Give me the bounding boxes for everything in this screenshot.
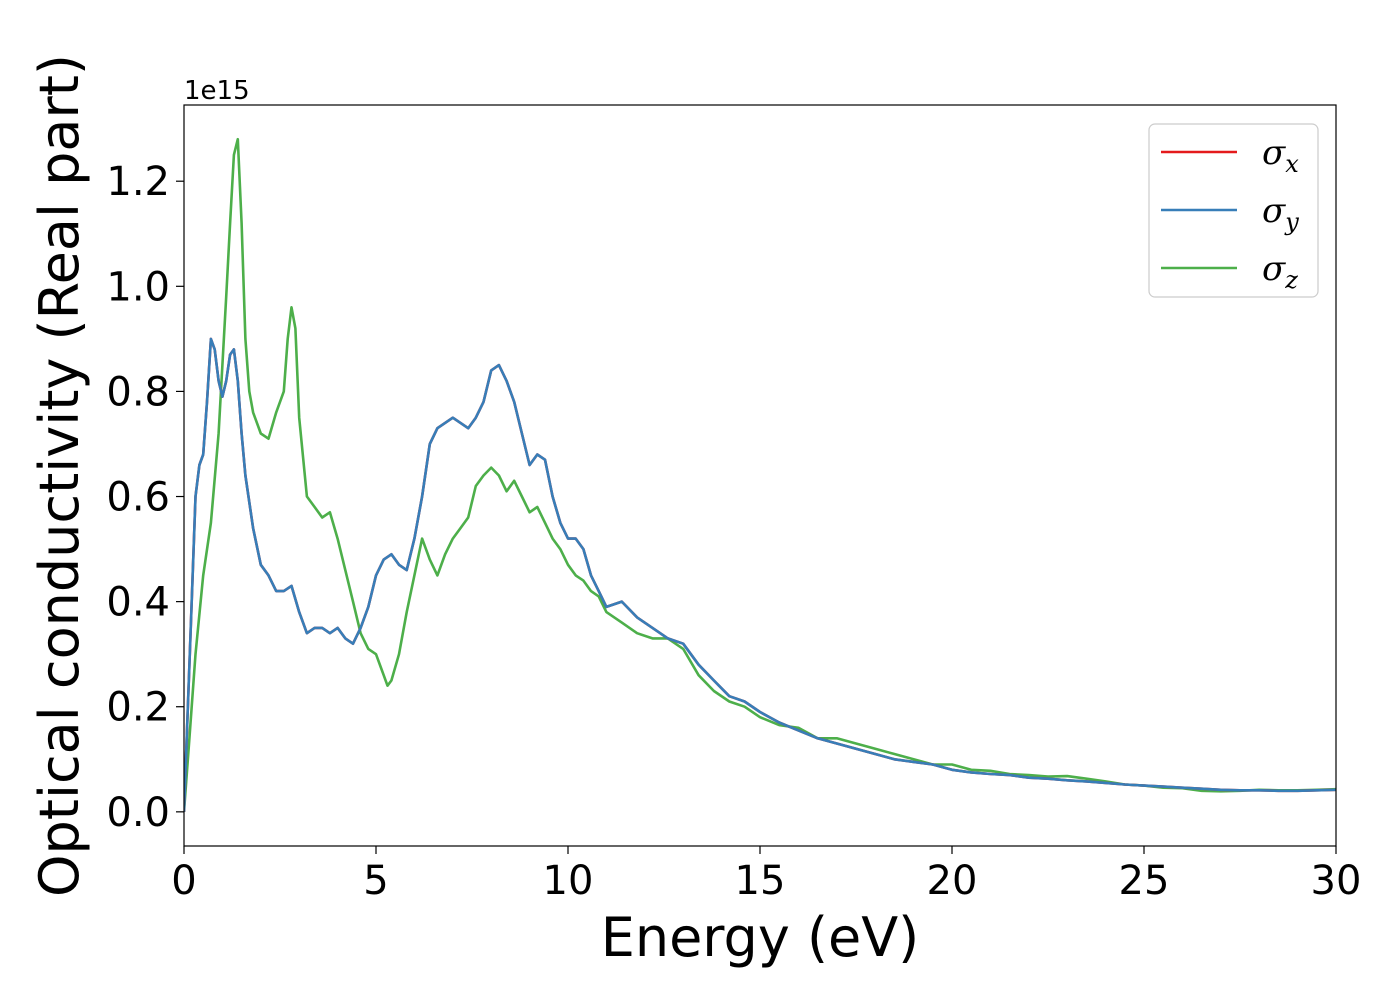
y-offset-label: 1e15 (184, 76, 250, 106)
x-tick-label: 20 (927, 858, 978, 904)
legend-entry-x: σx (1161, 133, 1299, 178)
legend-entry-z: σz (1161, 249, 1298, 294)
series-line-z (184, 137, 1336, 812)
x-tick-label: 25 (1119, 858, 1170, 904)
plot-lines (184, 137, 1336, 812)
y-axis-ticks: 0.0 0.2 0.4 0.6 0.8 1.0 1.2 (106, 159, 184, 836)
x-axis-title: Energy (eV) (601, 906, 920, 969)
y-tick-label: 0.0 (106, 790, 170, 836)
series-line-x (184, 337, 1336, 812)
y-tick-label: 0.2 (106, 685, 170, 731)
y-tick-label: 1.0 (106, 264, 170, 310)
x-tick-label: 15 (735, 858, 786, 904)
x-tick-label: 0 (171, 858, 196, 904)
legend: σx σy σz (1148, 123, 1319, 298)
legend-label: σz (1262, 249, 1298, 294)
x-tick-label: 10 (543, 858, 594, 904)
legend-entry-y: σy (1161, 191, 1299, 236)
legend-label: σy (1262, 191, 1299, 236)
y-tick-label: 1.2 (106, 159, 170, 205)
x-tick-label: 5 (363, 858, 388, 904)
series-line-y (184, 337, 1336, 812)
x-axis-ticks: 0 5 10 15 20 25 30 (171, 846, 1361, 904)
y-axis-title: Optical conductivity (Real part) (28, 54, 91, 897)
y-tick-label: 0.6 (106, 475, 170, 521)
y-tick-label: 0.8 (106, 369, 170, 415)
y-tick-label: 0.4 (106, 580, 170, 626)
legend-label: σx (1262, 133, 1299, 178)
x-tick-label: 30 (1311, 858, 1362, 904)
